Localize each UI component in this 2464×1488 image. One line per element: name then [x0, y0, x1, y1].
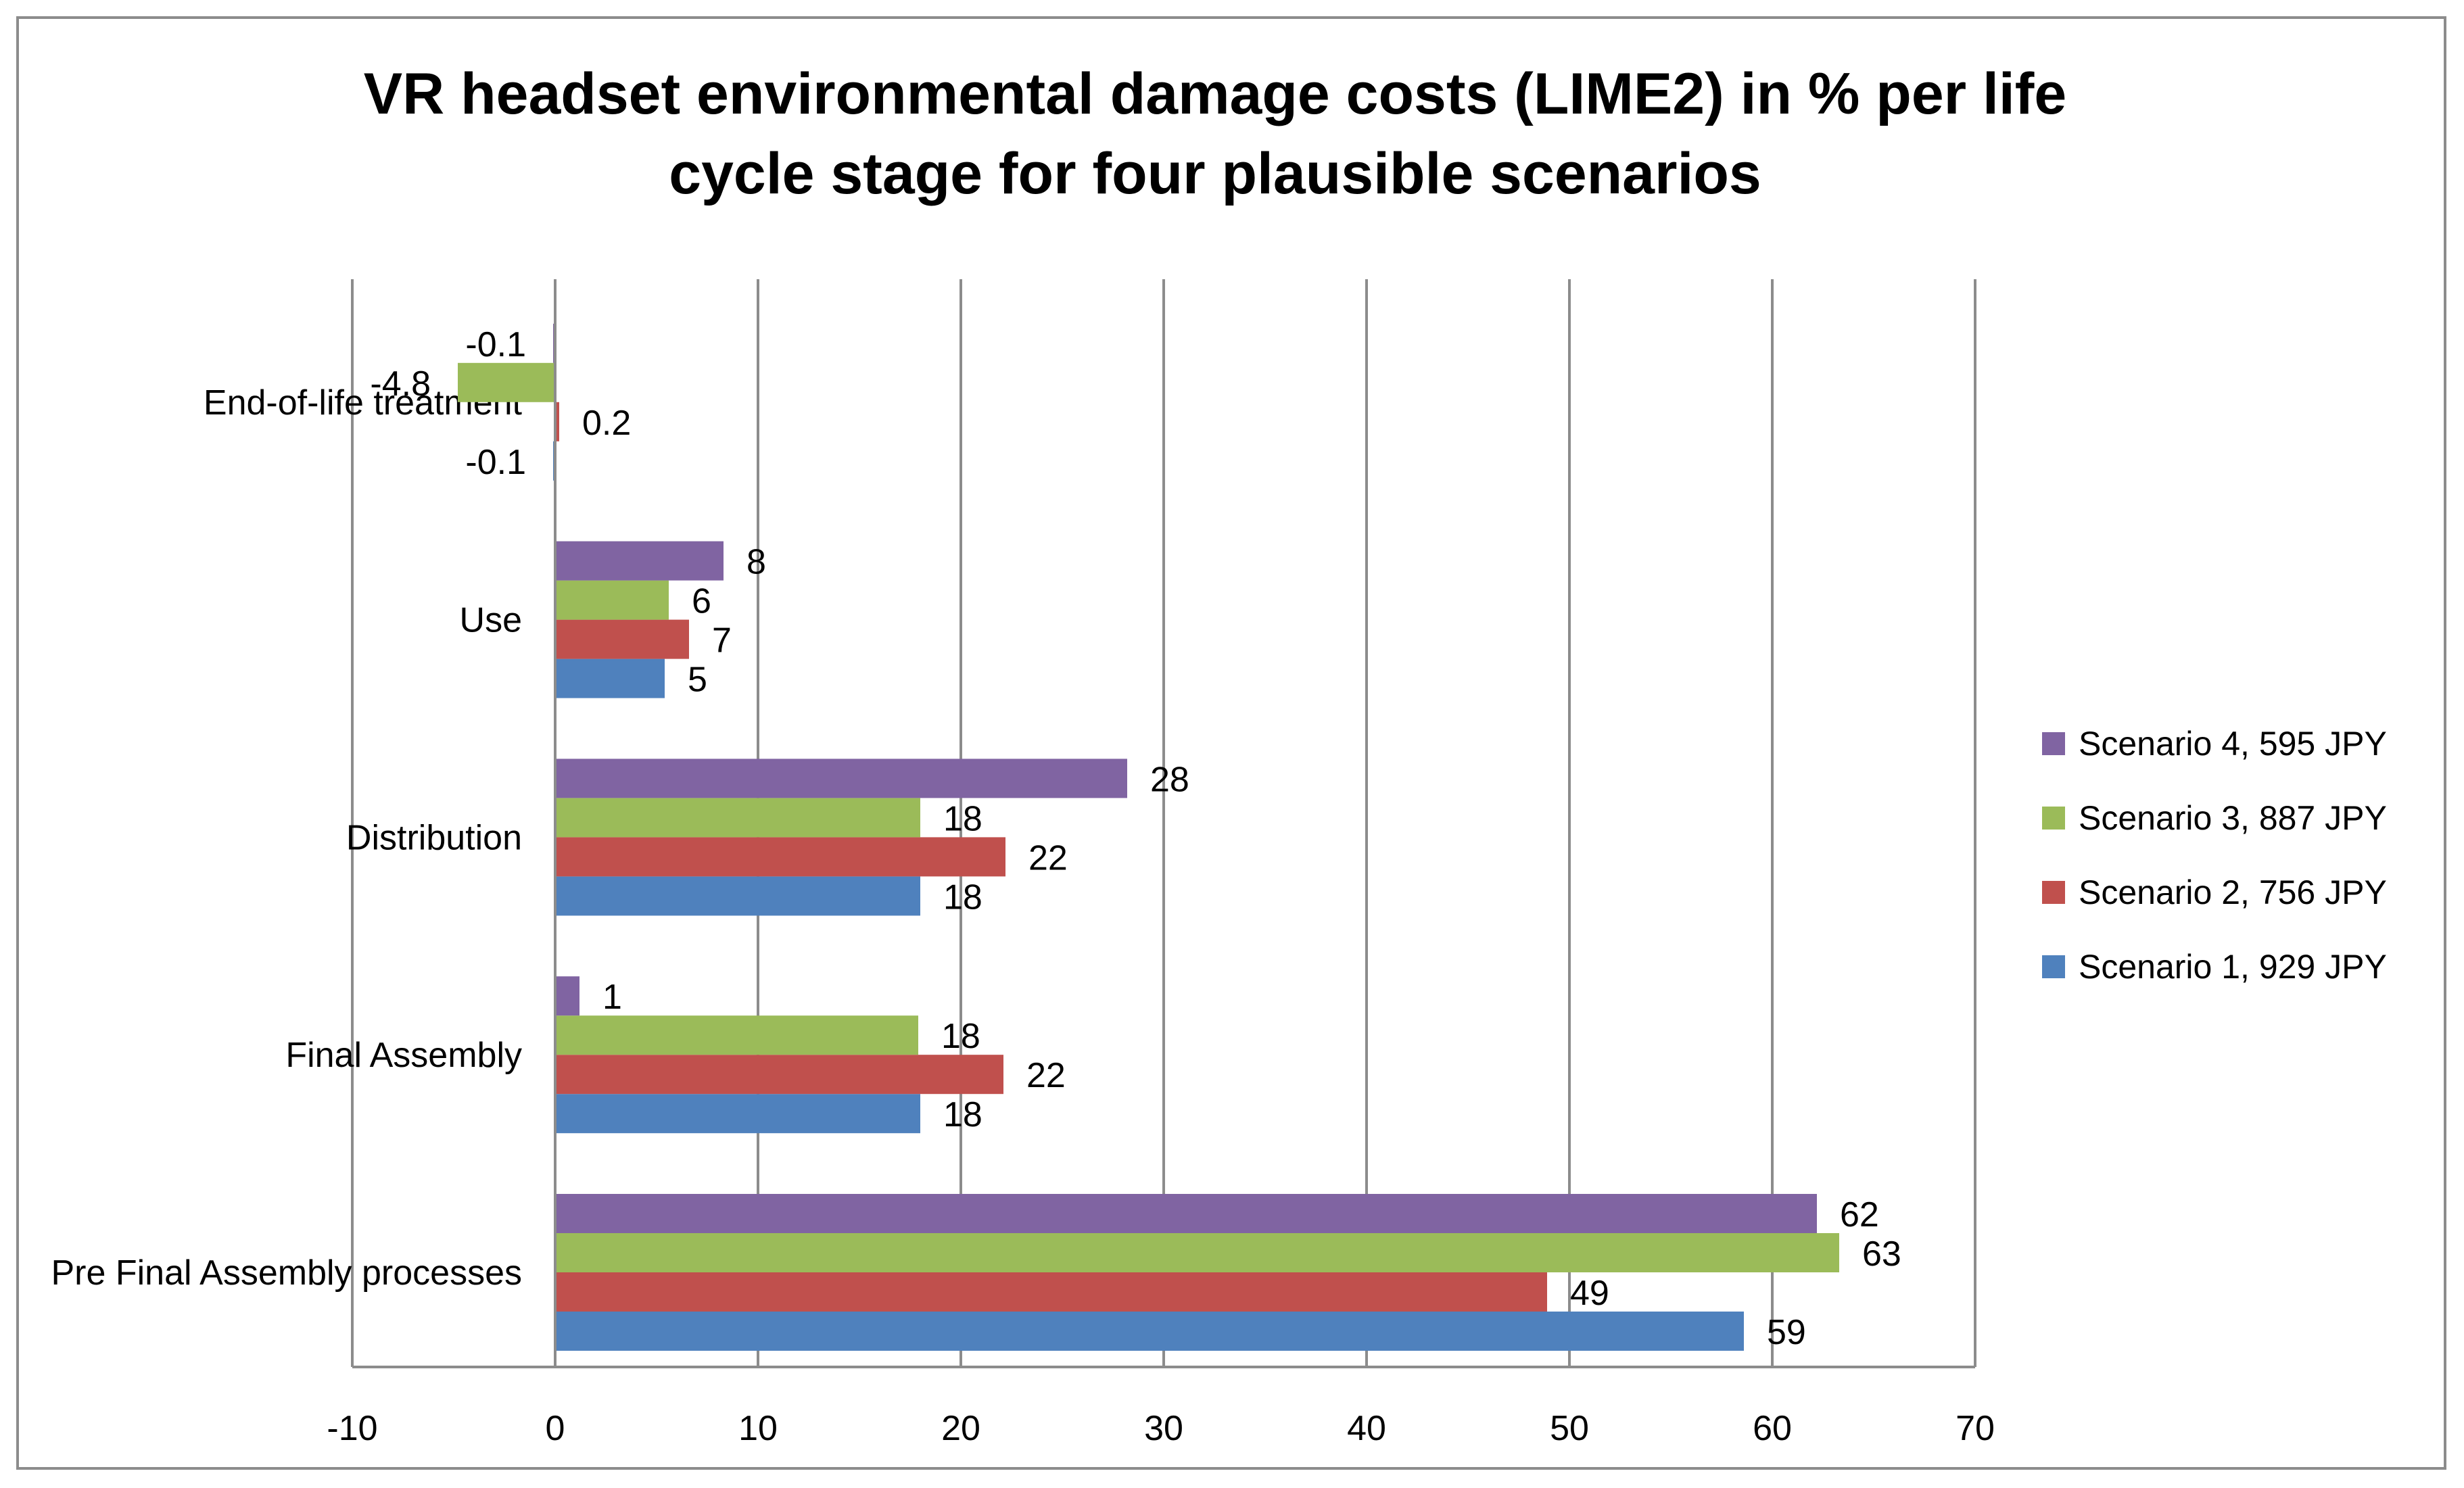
x-tick-label: 20	[941, 1409, 980, 1448]
legend-item: Scenario 3, 887 JPY	[2042, 781, 2387, 855]
bar-data-label: 49	[1570, 1274, 1609, 1313]
legend-swatch	[2042, 955, 2065, 978]
x-tick-label: 40	[1347, 1409, 1386, 1448]
chart-legend: Scenario 4, 595 JPY Scenario 3, 887 JPY Sc…	[2042, 706, 2387, 1004]
bar	[555, 1015, 918, 1055]
bar	[555, 1194, 1817, 1233]
chart-title-line-1: VR headset environmental damage costs (L…	[363, 62, 2067, 126]
bar-data-label: -4.8	[370, 364, 431, 404]
bar-data-label: 22	[1026, 1056, 1066, 1095]
bar-data-label: 18	[943, 799, 982, 838]
bar	[555, 619, 689, 659]
legend-label: Scenario 1, 929 JPY	[2079, 948, 2387, 986]
bar	[555, 976, 579, 1016]
bar	[458, 362, 555, 402]
bar	[555, 580, 669, 620]
x-tick-label: 50	[1550, 1409, 1589, 1448]
bar-data-label: 18	[943, 878, 982, 917]
bar-data-label: -0.1	[465, 325, 526, 364]
bar-data-label: 18	[941, 1017, 980, 1056]
bar	[555, 541, 724, 581]
bar	[555, 759, 1127, 798]
bar	[555, 1233, 1839, 1272]
legend-swatch	[2042, 732, 2065, 755]
bar	[555, 876, 920, 916]
category-label: Final Assembly	[285, 1036, 522, 1075]
chart-title: VR headset environmental damage costs (L…	[0, 54, 2430, 214]
bar-data-label: 18	[943, 1095, 982, 1134]
legend-swatch	[2042, 881, 2065, 904]
legend-label: Scenario 3, 887 JPY	[2079, 799, 2387, 837]
bar-data-label: 5	[688, 661, 707, 700]
bar-data-label: 7	[712, 621, 732, 661]
bar-data-label: 8	[747, 543, 766, 582]
x-tick-label: 70	[1956, 1409, 1995, 1448]
bar-data-label: 22	[1028, 838, 1068, 878]
bar	[555, 837, 1005, 877]
bar	[555, 1055, 1003, 1095]
legend-item: Scenario 2, 756 JPY	[2042, 855, 2387, 930]
legend-swatch	[2042, 807, 2065, 830]
x-tick-label: 60	[1753, 1409, 1792, 1448]
bar-data-label: -0.1	[465, 443, 526, 482]
chart-title-line-2: cycle stage for four plausible scenarios	[669, 141, 1761, 206]
x-tick-label: -10	[327, 1409, 377, 1448]
bar	[555, 658, 665, 698]
bar	[555, 1272, 1547, 1312]
legend-item: Scenario 4, 595 JPY	[2042, 706, 2387, 781]
bar	[555, 798, 920, 838]
bar-data-label: 59	[1767, 1313, 1806, 1352]
bar-data-label: 6	[692, 582, 711, 621]
bar	[555, 1312, 1744, 1351]
legend-item: Scenario 1, 929 JPY	[2042, 930, 2387, 1004]
legend-label: Scenario 4, 595 JPY	[2079, 725, 2387, 763]
bar-data-label: 28	[1150, 760, 1189, 799]
category-label: Distribution	[346, 818, 522, 857]
category-label: Pre Final Assembly processes	[51, 1253, 523, 1293]
bar-data-label: 63	[1862, 1234, 1901, 1274]
bar-data-label: 62	[1840, 1195, 1879, 1234]
x-tick-label: 0	[546, 1409, 565, 1448]
legend-label: Scenario 2, 756 JPY	[2079, 873, 2387, 911]
category-label: Use	[460, 601, 522, 640]
x-tick-label: 30	[1144, 1409, 1183, 1448]
bar	[555, 1094, 920, 1134]
bar	[555, 402, 559, 441]
x-tick-label: 10	[738, 1409, 778, 1448]
bar-data-label: 0.2	[582, 404, 631, 443]
bar-data-label: 1	[602, 978, 622, 1017]
